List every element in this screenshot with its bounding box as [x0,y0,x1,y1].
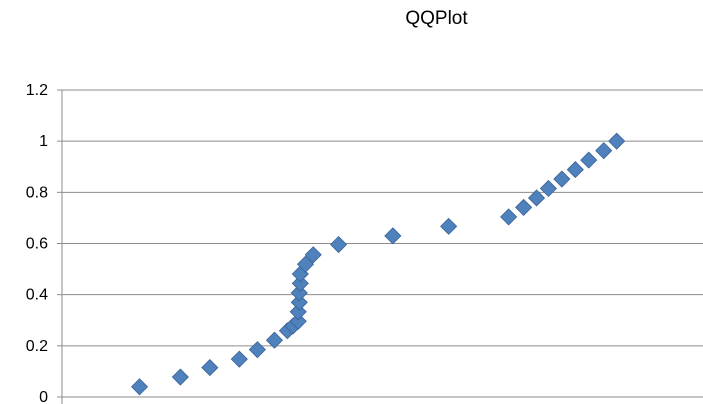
data-point-22 [539,179,558,198]
data-point-20 [515,198,533,216]
data-point-16 [329,235,348,254]
y-tick-label-5: 1 [39,133,48,150]
y-tick-label-1: 0.2 [26,338,48,355]
y-tick-label-2: 0.4 [26,287,48,304]
data-point-2 [201,359,219,377]
data-point-12 [291,274,309,292]
data-point-5 [265,331,284,349]
data-point-18 [440,217,458,235]
y-tick-label-0: 0 [39,389,48,404]
data-point-25 [580,151,598,169]
y-tick-label-6: 1.2 [26,82,48,99]
data-point-10 [290,293,308,311]
data-point-4 [248,341,266,359]
data-point-1 [171,368,189,386]
y-tick-label-4: 0.8 [26,184,48,201]
data-point-17 [384,227,402,245]
data-point-8 [289,312,307,330]
y-tick-label-3: 0.6 [26,236,48,253]
data-point-27 [608,132,626,150]
data-point-23 [553,170,571,188]
data-point-0 [130,378,149,396]
chart-title: QQPlot [405,8,468,29]
data-point-14 [296,255,315,273]
data-point-26 [595,142,613,160]
data-point-24 [566,160,584,179]
data-point-19 [500,208,518,226]
data-point-3 [230,350,248,368]
data-point-15 [304,246,322,264]
data-point-21 [527,189,546,207]
